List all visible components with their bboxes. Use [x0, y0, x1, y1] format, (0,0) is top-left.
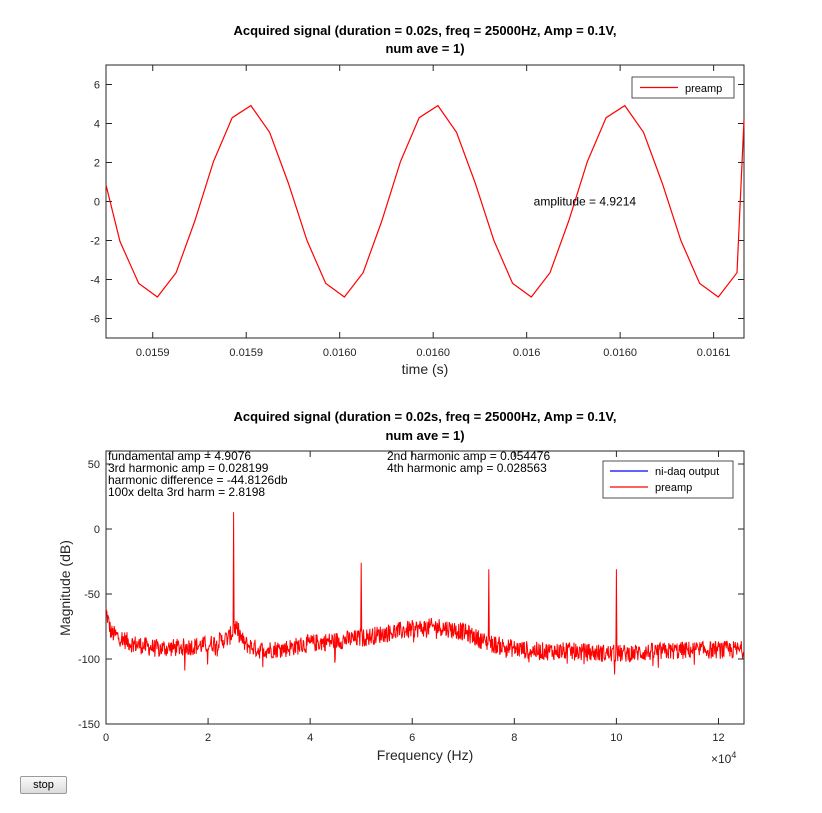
y-tick-label: -4: [90, 275, 100, 287]
x-tick-label: 0.0160: [416, 347, 450, 359]
preamp-legend-label: preamp: [655, 482, 692, 494]
y-tick-label: -150: [78, 719, 100, 731]
time-plot-y-ticks: -6 -4 -2 0 2 4 6: [90, 80, 744, 326]
spectrum-plot-legend: ni-daq output preamp: [602, 460, 734, 499]
time-plot-title-line1: Acquired signal (duration = 0.02s, freq …: [233, 23, 616, 38]
spectrum-plot-xlabel: Frequency (Hz): [377, 747, 473, 763]
x-tick-label: 0.0160: [323, 347, 357, 359]
x-tick-label: 2: [205, 732, 211, 744]
x-tick-label: 12: [712, 732, 724, 744]
amplitude-annotation: amplitude = 4.9214: [534, 195, 637, 209]
harmonic-stat-line: 4th harmonic amp = 0.028563: [387, 461, 547, 475]
x-exponent-power: 4: [731, 750, 736, 760]
time-plot-legend: preamp: [631, 76, 735, 99]
x-tick-label: 10: [610, 732, 622, 744]
ni-daq-legend-label: ni-daq output: [655, 466, 719, 478]
time-plot-x-ticks: 0.0159 0.0159 0.0160 0.0160 0.016 0.0160 0.016…: [136, 65, 731, 359]
time-plot-legend-box: [631, 76, 735, 99]
y-tick-label: 0: [94, 524, 100, 536]
y-tick-label: -50: [84, 589, 100, 601]
stop-button[interactable]: stop: [20, 776, 67, 794]
y-tick-label: 2: [94, 158, 100, 170]
spectrum-plot-legend-box: [602, 460, 734, 499]
y-tick-label: 0: [94, 197, 100, 209]
y-tick-label: -2: [90, 236, 100, 248]
x-tick-label: 0.0159: [136, 347, 170, 359]
x-exponent-label: ×104: [711, 750, 736, 766]
time-plot-title-line2: num ave = 1): [385, 41, 464, 56]
y-tick-label: -6: [90, 314, 100, 326]
x-tick-label: 4: [307, 732, 313, 744]
x-tick-label: 0.0160: [603, 347, 637, 359]
spectrum-plot-title-line1: Acquired signal (duration = 0.02s, freq …: [233, 409, 616, 424]
preamp-spectrum-line: [105, 512, 745, 675]
x-tick-label: 6: [409, 732, 415, 744]
time-plot-legend-label: preamp: [685, 83, 722, 95]
time-plot: Acquired signal (duration = 0.02s, freq …: [90, 23, 745, 377]
x-exponent-base: ×10: [711, 752, 732, 766]
time-plot-axes: [105, 64, 745, 339]
time-plot-xlabel: time (s): [402, 361, 449, 377]
y-tick-label: 4: [94, 119, 100, 131]
x-tick-label: 0.0161: [697, 347, 731, 359]
y-tick-label: 6: [94, 80, 100, 92]
harmonic-stat-line: 2nd harmonic amp = 0.054476: [387, 449, 550, 463]
y-tick-label: -100: [78, 654, 100, 666]
x-tick-label: 0.0159: [229, 347, 263, 359]
spectrum-plot-ylabel: Magnitude (dB): [57, 540, 73, 636]
x-tick-label: 8: [511, 732, 517, 744]
spectrum-plot-y-ticks: -150 -100 -50 0 50: [78, 459, 744, 731]
harmonic-stat-line: fundamental amp = 4.9076: [108, 449, 251, 463]
harmonic-stat-line: 100x delta 3rd harm = 2.8198: [108, 485, 265, 499]
spectrum-plot: Acquired signal (duration = 0.02s, freq …: [57, 409, 745, 766]
x-tick-label: 0.016: [513, 347, 541, 359]
x-tick-label: 0: [103, 732, 109, 744]
spectrum-plot-title-line2: num ave = 1): [385, 428, 464, 443]
spectrum-plot-x-ticks: 0 2 4 6 8 10 12: [103, 451, 725, 744]
harmonic-stat-line: harmonic difference = -44.8126db: [108, 473, 288, 487]
y-tick-label: 50: [88, 459, 100, 471]
preamp-time-series-line: [105, 104, 745, 298]
harmonic-stat-line: 3rd harmonic amp = 0.028199: [108, 461, 269, 475]
